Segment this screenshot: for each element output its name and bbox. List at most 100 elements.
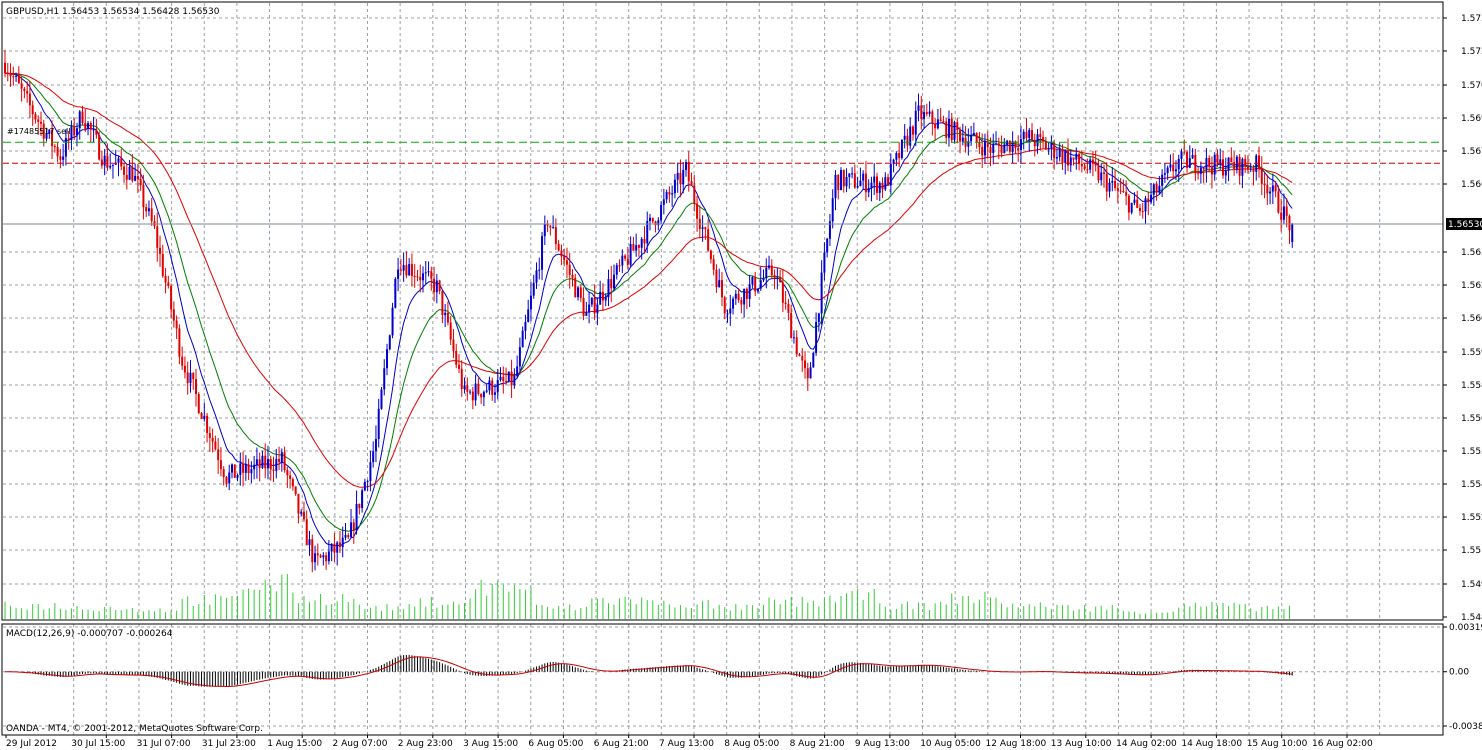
candle-body[interactable]: [455, 350, 458, 365]
candle-body[interactable]: [330, 543, 333, 552]
candle-body[interactable]: [765, 267, 768, 279]
candle-body[interactable]: [308, 539, 311, 546]
candle-body[interactable]: [413, 275, 416, 277]
candle-body[interactable]: [801, 356, 804, 361]
candle-body[interactable]: [834, 174, 837, 199]
candle-body[interactable]: [1019, 139, 1022, 151]
candle-body[interactable]: [959, 130, 962, 142]
candle-body[interactable]: [236, 474, 239, 478]
candle-body[interactable]: [682, 169, 685, 185]
candle-body[interactable]: [20, 83, 23, 89]
candle-body[interactable]: [859, 180, 862, 187]
candle-body[interactable]: [770, 265, 773, 276]
candle-body[interactable]: [297, 494, 300, 514]
candle-body[interactable]: [388, 335, 391, 350]
candle-body[interactable]: [701, 227, 704, 229]
candle-body[interactable]: [776, 277, 779, 279]
candle-body[interactable]: [923, 112, 926, 120]
candle-body[interactable]: [56, 146, 59, 157]
candle-body[interactable]: [618, 265, 621, 267]
candle-body[interactable]: [322, 555, 325, 558]
candle-body[interactable]: [873, 176, 876, 183]
candle-body[interactable]: [870, 182, 873, 188]
candle-body[interactable]: [466, 385, 469, 392]
candle-body[interactable]: [482, 391, 485, 398]
candle-body[interactable]: [579, 287, 582, 298]
candle-body[interactable]: [1271, 185, 1274, 192]
candle-body[interactable]: [1116, 188, 1119, 191]
candle-body[interactable]: [820, 272, 823, 314]
candle-body[interactable]: [123, 166, 126, 175]
candle-body[interactable]: [170, 285, 173, 310]
candle-body[interactable]: [275, 458, 278, 471]
candle-body[interactable]: [1213, 154, 1216, 175]
candle-body[interactable]: [206, 415, 209, 434]
candle-body[interactable]: [795, 337, 798, 355]
candle-body[interactable]: [305, 519, 308, 546]
candle-body[interactable]: [17, 75, 20, 84]
candle-body[interactable]: [327, 551, 330, 562]
candle-body[interactable]: [784, 302, 787, 304]
candle-body[interactable]: [626, 258, 629, 265]
candle-body[interactable]: [430, 271, 433, 279]
candle-body[interactable]: [1078, 153, 1081, 164]
candle-body[interactable]: [967, 141, 970, 147]
candle-body[interactable]: [1119, 190, 1122, 192]
candle-body[interactable]: [1102, 172, 1105, 174]
candle-body[interactable]: [668, 192, 671, 195]
candle-body[interactable]: [665, 192, 668, 200]
candle-body[interactable]: [538, 269, 541, 271]
candle-body[interactable]: [145, 207, 148, 212]
candle-body[interactable]: [397, 269, 400, 279]
candle-body[interactable]: [505, 381, 508, 383]
candle-body[interactable]: [419, 276, 422, 281]
candle-body[interactable]: [925, 112, 928, 114]
candle-body[interactable]: [1127, 195, 1130, 213]
candle-body[interactable]: [211, 438, 214, 442]
candle-body[interactable]: [1003, 144, 1006, 154]
candle-body[interactable]: [1260, 169, 1263, 185]
candle-body[interactable]: [302, 511, 305, 520]
candle-body[interactable]: [1028, 130, 1031, 139]
candle-body[interactable]: [529, 295, 532, 310]
candle-body[interactable]: [903, 135, 906, 140]
candle-body[interactable]: [590, 298, 593, 305]
candle-body[interactable]: [435, 280, 438, 293]
candle-body[interactable]: [997, 143, 1000, 146]
candle-body[interactable]: [250, 469, 253, 474]
candle-body[interactable]: [1147, 198, 1150, 203]
candle-body[interactable]: [773, 275, 776, 279]
candle-body[interactable]: [840, 170, 843, 191]
candle-body[interactable]: [936, 119, 939, 129]
candle-body[interactable]: [120, 158, 123, 167]
candle-body[interactable]: [452, 339, 455, 351]
candle-body[interactable]: [867, 187, 870, 193]
candle-body[interactable]: [1050, 142, 1053, 148]
candle-body[interactable]: [1205, 158, 1208, 170]
candle-body[interactable]: [657, 220, 660, 226]
candle-body[interactable]: [624, 255, 627, 259]
candle-body[interactable]: [242, 463, 245, 473]
candle-body[interactable]: [610, 279, 613, 289]
candle-body[interactable]: [111, 164, 114, 166]
candle-body[interactable]: [125, 174, 128, 180]
candle-body[interactable]: [286, 470, 289, 476]
candle-body[interactable]: [687, 161, 690, 182]
candle-body[interactable]: [1197, 172, 1200, 174]
candle-body[interactable]: [34, 114, 37, 120]
candle-body[interactable]: [660, 204, 663, 221]
candle-body[interactable]: [136, 175, 139, 180]
candle-body[interactable]: [358, 503, 361, 509]
candle-body[interactable]: [95, 129, 98, 135]
candle-body[interactable]: [261, 455, 264, 468]
candle-body[interactable]: [1285, 206, 1288, 216]
candle-body[interactable]: [1249, 168, 1252, 170]
candle-body[interactable]: [781, 282, 784, 303]
candle-body[interactable]: [159, 247, 162, 254]
candle-body[interactable]: [70, 125, 73, 141]
candle-body[interactable]: [571, 274, 574, 278]
candle-body[interactable]: [823, 252, 826, 273]
candle-body[interactable]: [992, 144, 995, 153]
candle-body[interactable]: [601, 291, 604, 301]
candle-body[interactable]: [208, 433, 211, 439]
